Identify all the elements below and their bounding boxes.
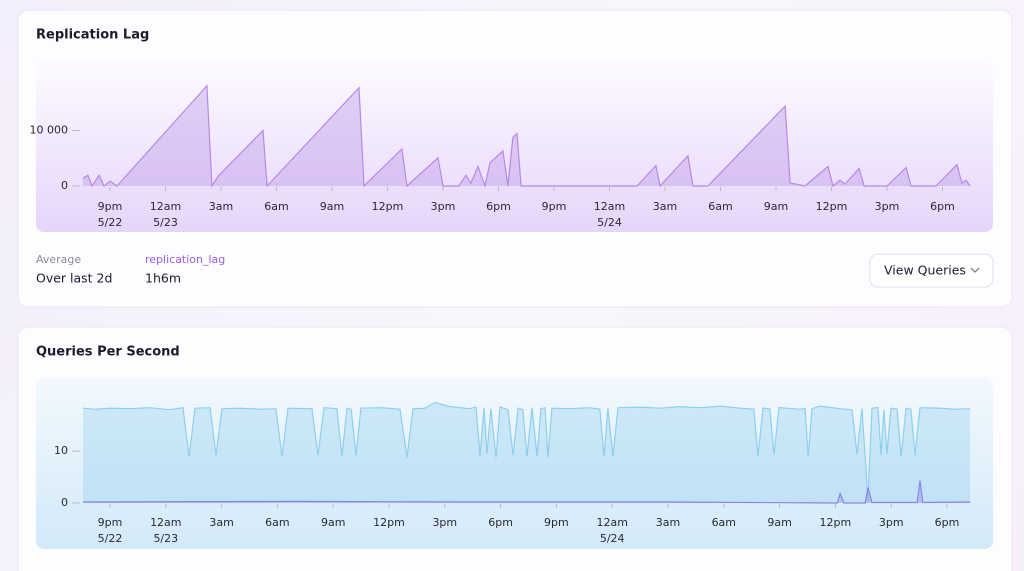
x-tick-label: 9pm [544,516,569,529]
x-tick-label: 12am [150,200,181,213]
x-tick-date: 5/24 [597,216,622,229]
x-tick-label: 6am [265,516,289,529]
x-tick-label: 6pm [486,200,511,213]
x-tick-date: 5/22 [98,532,123,545]
stat-label: Average [36,253,81,266]
x-tick-label: 9am [767,516,791,529]
x-tick-date: 5/24 [600,532,625,545]
chart-background [36,60,993,232]
x-tick-label: 12pm [373,516,405,529]
x-tick-label: 6am [708,200,732,213]
x-tick-label: 12pm [816,200,848,213]
x-tick-label: 9pm [542,200,567,213]
x-tick-label: 3pm [875,200,900,213]
area-line [82,84,971,189]
button-frame[interactable] [869,253,994,288]
view-queries-button[interactable]: View Queries [869,253,994,288]
x-tick-label: 9pm [98,516,123,529]
x-tick-label: 6pm [930,200,955,213]
stat-value: 1h6m [145,271,181,286]
area-line [82,401,971,501]
y-tick-label: 10 000 [30,124,69,137]
chart-background [36,377,993,549]
y-tick-label: 0 [61,179,68,192]
x-tick-label: 3am [653,200,677,213]
x-tick-label: 12am [596,516,627,529]
x-tick-label: 6pm [488,516,513,529]
x-tick-label: 3pm [431,200,456,213]
x-tick-label: 9pm [98,200,123,213]
stat-series: replication_lag [145,253,225,266]
x-tick-label: 12pm [372,200,404,213]
x-tick-date: 5/23 [153,532,178,545]
y-tick-label: 10 [54,444,68,457]
x-tick-label: 3am [209,200,233,213]
x-tick-label: 3pm [432,516,457,529]
x-tick-label: 12pm [820,516,852,529]
panel-title: Replication Lag [36,28,149,43]
x-tick-label: 6am [712,516,736,529]
x-tick-label: 6pm [935,516,960,529]
x-tick-label: 9am [320,200,344,213]
x-tick-label: 12am [150,516,181,529]
x-tick-label: 3am [656,516,680,529]
y-tick-label: 0 [61,496,68,509]
chevron [970,267,980,273]
area-line [82,480,971,504]
x-tick-label: 9am [764,200,788,213]
x-tick-label: 9am [321,516,345,529]
x-tick-date: 5/23 [153,216,178,229]
x-tick-label: 3am [209,516,233,529]
button-label[interactable]: View Queries [884,263,966,278]
x-tick-label: 3pm [879,516,904,529]
x-tick-date: 5/22 [98,216,123,229]
area-fill [83,85,971,186]
panel-title: Queries Per Second [36,345,180,360]
x-tick-label: 12am [594,200,625,213]
x-tick-label: 6am [264,200,288,213]
stat-period: Over last 2d [36,271,112,286]
